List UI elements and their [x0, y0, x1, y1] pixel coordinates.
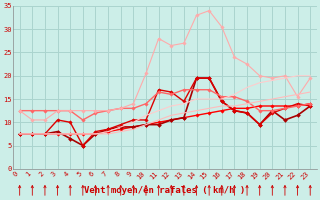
X-axis label: Vent moyen/en rafales ( km/h ): Vent moyen/en rafales ( km/h ) [84, 186, 245, 195]
